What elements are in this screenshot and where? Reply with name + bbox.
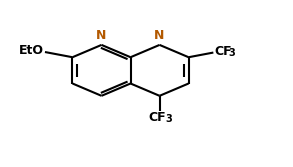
Text: 3: 3 [166, 114, 172, 124]
Text: CF: CF [149, 111, 166, 124]
Text: CF: CF [214, 45, 231, 58]
Text: N: N [154, 29, 165, 42]
Text: 3: 3 [229, 48, 235, 58]
Text: EtO: EtO [18, 44, 43, 57]
Text: N: N [96, 29, 107, 42]
